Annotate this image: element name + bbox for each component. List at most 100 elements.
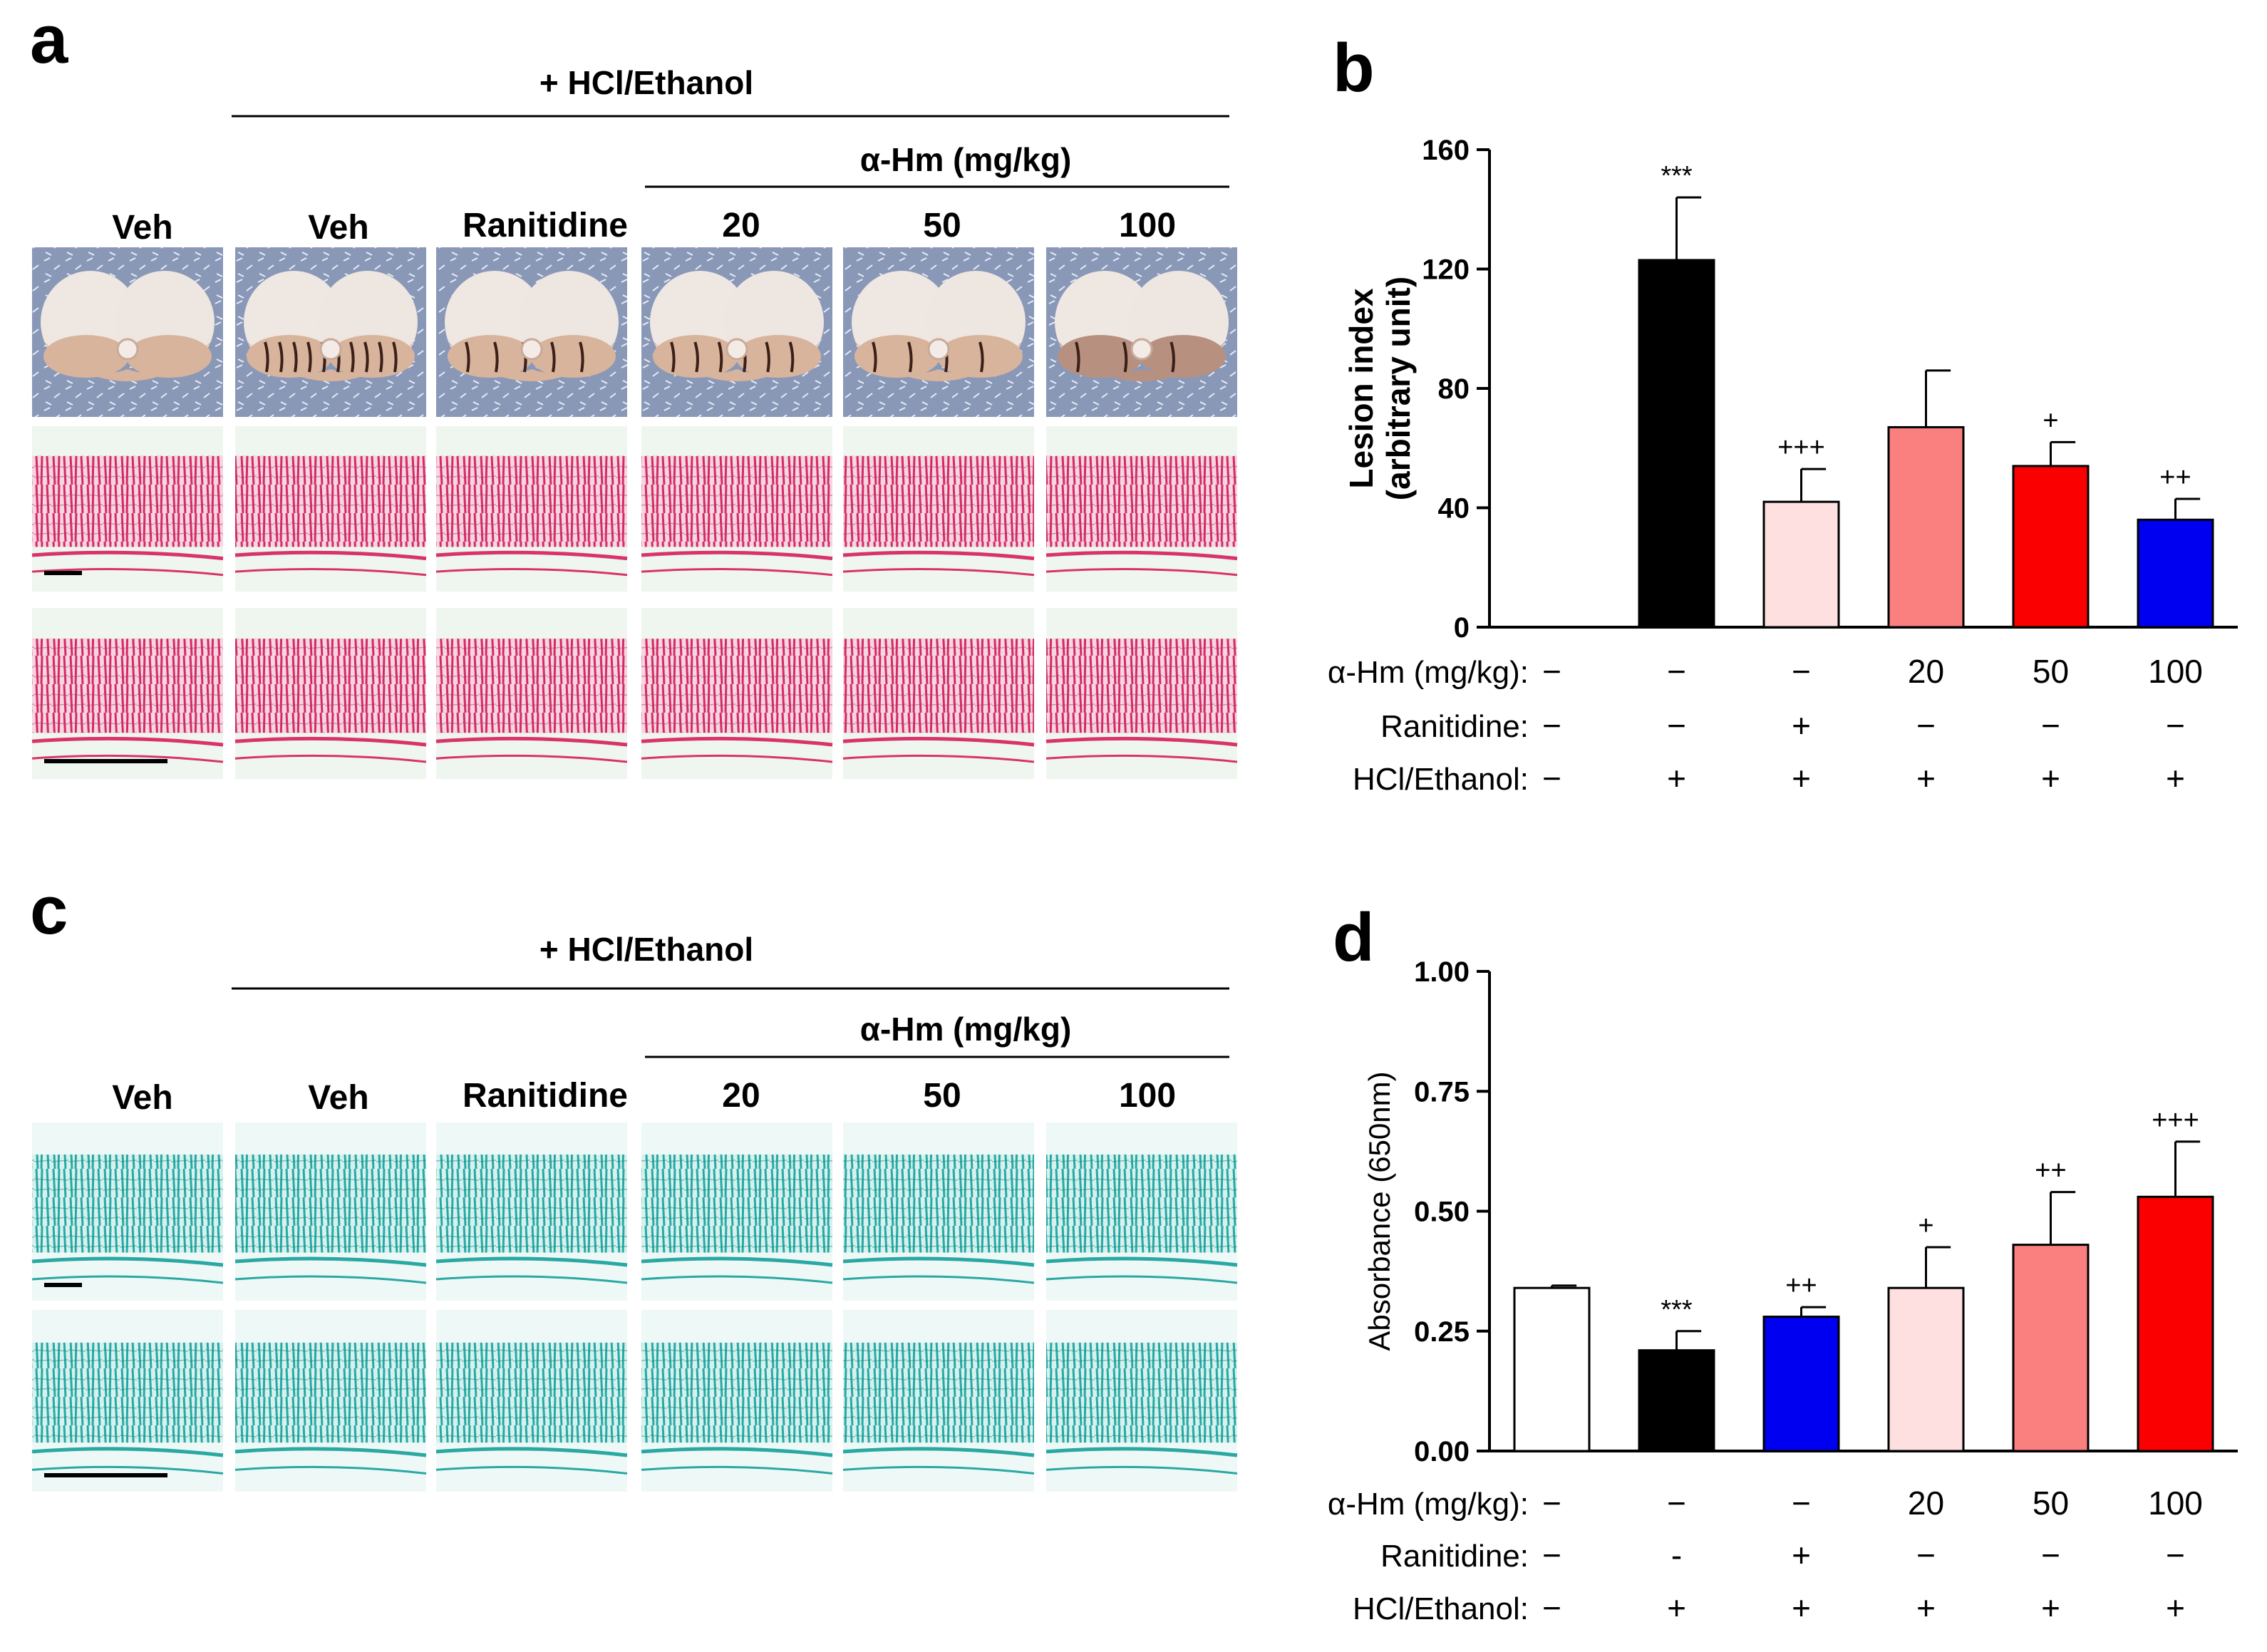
he-section-high xyxy=(641,608,833,779)
ab-section-low xyxy=(641,1122,833,1301)
he-section-high xyxy=(31,608,224,779)
stomach-mucosa-left xyxy=(1058,335,1143,378)
stomach-mucosa-right xyxy=(1140,335,1226,378)
submucosa-line xyxy=(31,567,224,577)
condition-value: − xyxy=(1542,760,1561,797)
lesion-streak xyxy=(264,341,269,373)
muscularis-line xyxy=(641,550,833,561)
pylorus xyxy=(520,338,543,361)
pylorus xyxy=(1130,338,1153,361)
ab-section-high xyxy=(31,1310,224,1492)
mucosa-layer xyxy=(436,1155,627,1253)
lesion-streak xyxy=(765,341,770,373)
pylorus xyxy=(319,338,342,361)
muscularis-line xyxy=(31,550,224,561)
submucosa-line xyxy=(641,754,833,763)
ab-section-low xyxy=(234,1122,427,1301)
muscularis-line xyxy=(234,1447,427,1457)
mucosa-layer xyxy=(32,1342,223,1443)
mucosa-layer xyxy=(32,455,223,547)
significance-label: ++ xyxy=(2159,463,2191,492)
condition-value: + xyxy=(2041,760,2060,797)
muscularis-line xyxy=(641,1256,833,1267)
lesion-streak xyxy=(392,341,398,373)
he-section-low xyxy=(842,426,1035,592)
condition-label: α-Hm (mg/kg): xyxy=(1328,1487,1529,1522)
lesion-streak xyxy=(579,341,584,373)
muscularis-line xyxy=(1045,1256,1238,1267)
submucosa-line xyxy=(435,1275,628,1284)
submucosa-line xyxy=(1045,754,1238,763)
stomach-mucosa-right xyxy=(735,335,821,378)
y-tick-label: 40 xyxy=(1438,493,1470,525)
stomach-mucosa-right xyxy=(329,335,415,378)
panel-c-dose-header: α-Hm (mg/kg) xyxy=(860,1011,1072,1048)
column-label: 20 xyxy=(722,1077,760,1115)
condition-value: − xyxy=(2041,1537,2060,1574)
condition-value: − xyxy=(2166,707,2185,744)
bar xyxy=(1762,500,1840,629)
bar xyxy=(2137,1195,2214,1452)
condition-value: + xyxy=(1916,760,1936,797)
muscularis-line xyxy=(31,1256,224,1267)
muscularis-line xyxy=(842,1447,1035,1457)
muscularis-line xyxy=(641,736,833,747)
panel-b-chart: b 0 40 80 120 160 Lesion index (arbitrary unit)… xyxy=(1328,30,2238,797)
stomach-mucosa-right xyxy=(937,335,1023,378)
significance-label: ++ xyxy=(2035,1156,2066,1186)
he-section-high xyxy=(234,608,427,779)
condition-value: − xyxy=(2166,1537,2185,1574)
mucosa-layer xyxy=(436,455,627,547)
he-section-low xyxy=(31,426,224,592)
lesion-streak xyxy=(978,341,984,373)
he-section-low xyxy=(435,426,628,592)
column-label: 100 xyxy=(1119,207,1176,244)
submucosa-line xyxy=(641,1275,833,1284)
ab-section-high xyxy=(435,1310,628,1492)
significance-label: + xyxy=(2043,406,2058,435)
lesion-streak xyxy=(349,341,355,373)
lesion-streak xyxy=(278,341,284,373)
condition-value: + xyxy=(1792,1589,1811,1626)
column-label: 50 xyxy=(923,1077,961,1115)
condition-value: + xyxy=(2041,1589,2060,1626)
pylorus xyxy=(116,338,139,361)
y-tick-label: 0 xyxy=(1454,612,1470,644)
panel-c-image-grid xyxy=(31,1122,1238,1492)
submucosa-line xyxy=(31,1275,224,1284)
condition-value: − xyxy=(1916,1537,1936,1574)
pylorus xyxy=(725,338,748,361)
lesion-streak xyxy=(292,341,298,373)
ab-section-high xyxy=(1045,1310,1238,1492)
condition-value: - xyxy=(1671,1537,1682,1574)
y-axis-label-line2: (arbitrary unit) xyxy=(1380,277,1417,500)
significance-label: ++ xyxy=(1785,1271,1817,1301)
y-tick-label: 0.50 xyxy=(1414,1197,1470,1228)
mucosa-layer xyxy=(843,455,1034,547)
ab-section-high xyxy=(842,1310,1035,1492)
submucosa-line xyxy=(435,754,628,763)
condition-label: Ranitidine: xyxy=(1380,709,1529,744)
column-label: Veh xyxy=(112,209,172,247)
mucosa-layer xyxy=(641,639,832,733)
mucosa-layer xyxy=(436,1342,627,1443)
y-axis-label: Absorbance (650nm) xyxy=(1363,1071,1396,1351)
stomach-mucosa-left xyxy=(448,335,533,378)
y-tick-label: 0.75 xyxy=(1414,1076,1470,1108)
panel-c-treatment-header: + HCl/Ethanol xyxy=(539,931,753,968)
column-label: 20 xyxy=(722,207,760,244)
mucosa-layer xyxy=(235,455,426,547)
he-section-low xyxy=(234,426,427,592)
mucosa-layer xyxy=(1046,639,1237,733)
mucosa-layer xyxy=(235,1342,426,1443)
condition-value: + xyxy=(1792,707,1811,744)
bar xyxy=(1762,1316,1840,1452)
condition-value: 50 xyxy=(2033,653,2069,690)
mucosa-layer xyxy=(32,639,223,733)
condition-label: α-Hm (mg/kg): xyxy=(1328,655,1529,690)
muscularis-line xyxy=(1045,1447,1238,1457)
stomach-photo xyxy=(843,247,1034,417)
stomach-photo xyxy=(32,247,223,417)
he-section-high xyxy=(842,608,1035,779)
he-section-high xyxy=(1045,608,1238,779)
